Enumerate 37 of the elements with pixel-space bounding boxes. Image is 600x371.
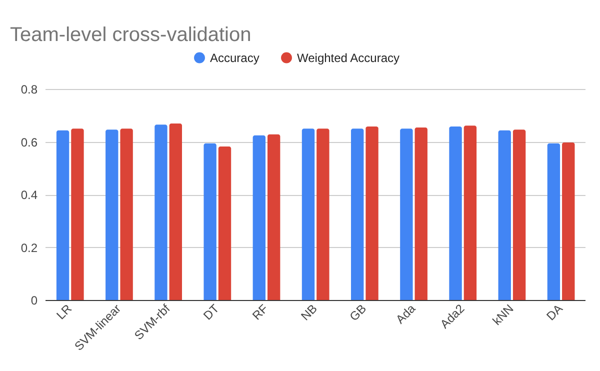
bar [414, 128, 428, 300]
x-tick-label: DT [200, 301, 222, 323]
y-tick-label: 0.4 [20, 188, 38, 202]
bar [267, 134, 280, 300]
x-tick-label: GB [346, 302, 370, 324]
bar [120, 128, 133, 300]
bar [547, 143, 560, 300]
y-tick-label: 0 [30, 294, 38, 308]
x-tick-label: RF [250, 302, 271, 323]
bar [302, 128, 315, 300]
chart-title: Team-level cross-validation [10, 24, 252, 46]
y-tick-label: 0.8 [20, 82, 38, 96]
bar [366, 126, 378, 300]
legend-label: Accuracy [210, 50, 260, 65]
legend-label: Weighted Accuracy [297, 50, 400, 65]
bar [464, 126, 477, 300]
bar [449, 126, 462, 300]
bar [106, 130, 118, 300]
bar [204, 143, 216, 300]
bar [169, 124, 182, 300]
x-tick-label: Ada [393, 301, 418, 327]
bar [252, 135, 266, 300]
bar [218, 146, 232, 300]
x-tick-label: LR [54, 301, 75, 322]
bar [154, 124, 168, 300]
x-tick-label: NB [298, 302, 320, 324]
bar [562, 142, 575, 300]
y-tick-label: 0.6 [20, 135, 38, 150]
bar [316, 128, 330, 300]
bar [400, 128, 413, 300]
bar [56, 130, 70, 300]
bar [350, 128, 364, 300]
y-tick-label: 0.2 [20, 240, 38, 255]
bar [498, 130, 511, 300]
bar [512, 130, 526, 300]
x-tick-label: DA [544, 302, 566, 324]
bar [71, 128, 84, 300]
